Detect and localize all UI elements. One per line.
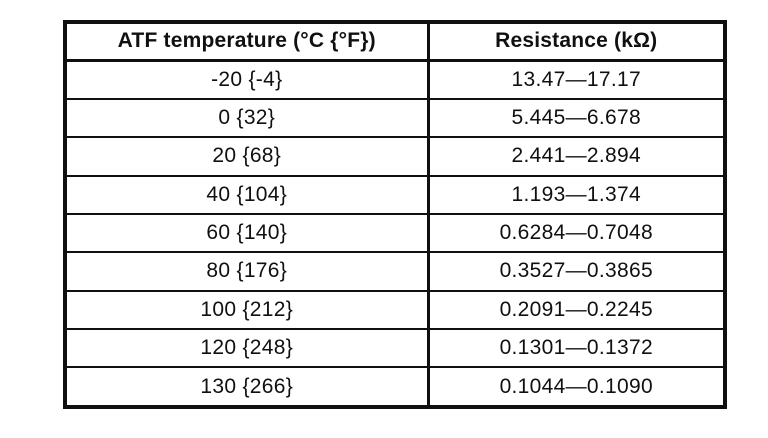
- table-row: 20 {68} 2.441—2.894: [64, 136, 726, 177]
- table-row: 0 {32} 5.445—6.678: [64, 98, 726, 139]
- table-row: -20 {-4} 13.47—17.17: [64, 58, 726, 101]
- temperature-cell: 100 {212}: [64, 289, 430, 330]
- resistance-cell: 1.193—1.374: [427, 174, 726, 215]
- atf-temperature-resistance-table: ATF temperature (°C {°F}) Resistance (kΩ…: [63, 20, 727, 409]
- table-row: 130 {266} 0.1044—0.1090: [64, 366, 726, 408]
- resistance-cell: 5.445—6.678: [427, 98, 726, 139]
- column-header-temperature: ATF temperature (°C {°F}): [64, 21, 430, 62]
- temperature-cell: 120 {248}: [64, 327, 430, 369]
- resistance-cell: 0.6284—0.7048: [427, 212, 726, 254]
- column-header-resistance: Resistance (kΩ): [427, 21, 726, 62]
- resistance-cell: 0.1044—0.1090: [427, 366, 726, 408]
- resistance-cell: 0.1301—0.1372: [427, 327, 726, 369]
- table-row: 100 {212} 0.2091—0.2245: [64, 289, 726, 330]
- table-row: 80 {176} 0.3527—0.3865: [64, 251, 726, 292]
- resistance-cell: 0.3527—0.3865: [427, 251, 726, 292]
- temperature-cell: -20 {-4}: [64, 58, 430, 101]
- table-row: 40 {104} 1.193—1.374: [64, 174, 726, 215]
- table-row: 120 {248} 0.1301—0.1372: [64, 327, 726, 369]
- temperature-cell: 40 {104}: [64, 174, 430, 215]
- temperature-cell: 130 {266}: [64, 366, 430, 408]
- resistance-cell: 13.47—17.17: [427, 58, 726, 101]
- temperature-cell: 60 {140}: [64, 212, 430, 254]
- resistance-cell: 0.2091—0.2245: [427, 289, 726, 330]
- resistance-cell: 2.441—2.894: [427, 136, 726, 177]
- temperature-cell: 0 {32}: [64, 98, 430, 139]
- temperature-cell: 80 {176}: [64, 251, 430, 292]
- temperature-cell: 20 {68}: [64, 136, 430, 177]
- header-row: ATF temperature (°C {°F}) Resistance (kΩ…: [64, 21, 726, 62]
- table-row: 60 {140} 0.6284—0.7048: [64, 212, 726, 254]
